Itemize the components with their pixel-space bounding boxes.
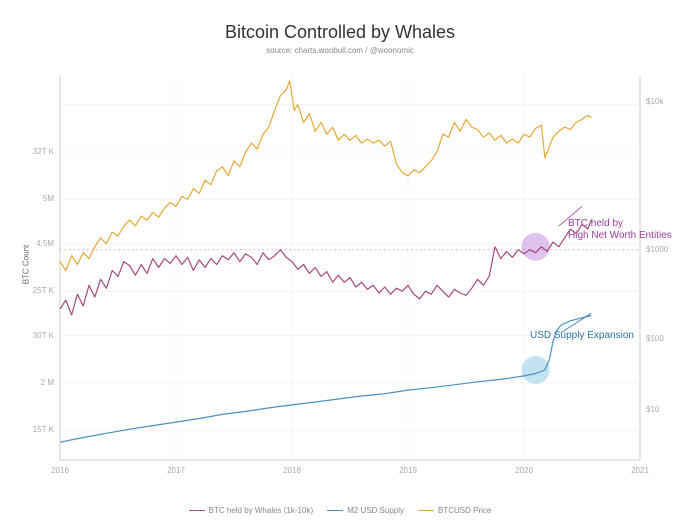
legend-swatch [418, 510, 434, 511]
tick-label: $10 [646, 405, 659, 414]
tick-label: 2018 [283, 466, 301, 475]
tick-label: 15T K [18, 425, 54, 434]
tick-label: $10k [646, 97, 663, 106]
y-axis-label: BTC Count [21, 245, 30, 285]
chart-plot [0, 0, 680, 525]
tick-label: 2021 [631, 466, 649, 475]
tick-label: $100 [646, 334, 664, 343]
tick-label: 2017 [167, 466, 185, 475]
tick-label: 4.5M [18, 239, 54, 248]
legend-item-whales: BTC held by Whales (1k-10k) [189, 506, 313, 515]
legend-swatch [327, 510, 343, 511]
tick-label: 25T K [18, 286, 54, 295]
tick-label: 30T K [18, 331, 54, 340]
chart-legend: BTC held by Whales (1k-10k) M2 USD Suppl… [0, 506, 680, 515]
legend-swatch [189, 510, 205, 511]
tick-label: $1000 [646, 245, 668, 254]
legend-label: BTC held by Whales (1k-10k) [209, 506, 313, 515]
tick-label: 2020 [515, 466, 533, 475]
legend-label: BTCUSD Price [438, 506, 491, 515]
tick-label: 2 M [18, 378, 54, 387]
tick-label: 2019 [399, 466, 417, 475]
chart-annotation: USD Supply Expansion [530, 330, 634, 342]
tick-label: 2016 [51, 466, 69, 475]
legend-label: M2 USD Supply [347, 506, 404, 515]
legend-item-price: BTCUSD Price [418, 506, 491, 515]
tick-label: 5M [18, 194, 54, 203]
chart-container: Bitcoin Controlled by Whales source: cha… [0, 0, 680, 525]
tick-label: 32T K [18, 147, 54, 156]
legend-item-m2: M2 USD Supply [327, 506, 404, 515]
chart-annotation: BTC held by High Net Worth Entities [568, 218, 672, 241]
